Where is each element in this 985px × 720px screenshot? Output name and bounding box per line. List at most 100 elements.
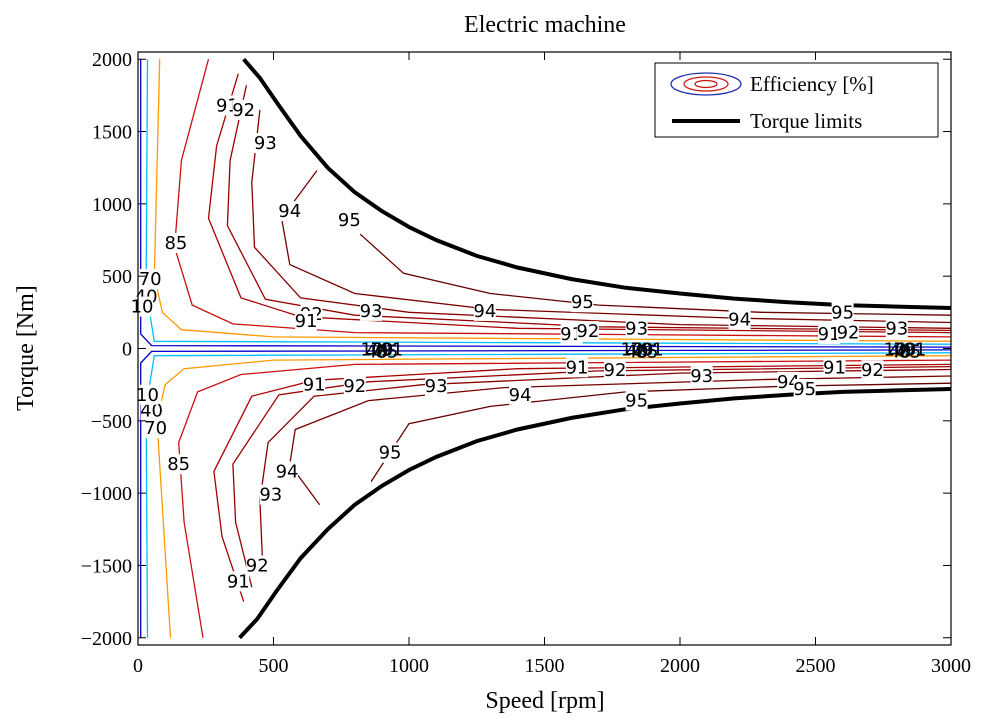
svg-text:70: 70 [370, 340, 393, 361]
contour-label-40: 92 [246, 555, 269, 576]
x-tick-label-1000: 1000 [389, 655, 429, 677]
svg-text:70: 70 [631, 340, 654, 361]
svg-text:85: 85 [636, 342, 659, 363]
contour-line-10-lower [140, 349, 952, 638]
contour-label-25: 94 [509, 385, 532, 406]
x-tick-label-3000: 3000 [931, 655, 971, 677]
svg-text:85: 85 [375, 342, 398, 363]
x-axis-ticks: 0 500 1000 1500 2000 2500 3000 [133, 52, 971, 677]
contour-label-bg-37 [136, 384, 159, 405]
torque-limit-lower [238, 387, 952, 640]
contour-label-bg-40 [246, 555, 269, 576]
contour-label-11: 93 [360, 301, 383, 322]
svg-text:10: 10 [621, 340, 644, 361]
svg-text:91: 91 [641, 340, 664, 361]
contour-label-bg-36 [140, 400, 163, 421]
contour-label-bg-8 [131, 296, 154, 317]
svg-text:91: 91 [903, 340, 926, 361]
contour-label-15: 92 [576, 321, 599, 342]
contour-label-1: 92 [232, 100, 255, 121]
contour-line-40-lower [145, 352, 952, 638]
y-tick-label--500: −500 [91, 411, 132, 433]
contour-label-16: 93 [625, 318, 648, 339]
contour-label-21: 93 [885, 318, 908, 339]
x-axis-label: Speed [rpm] [485, 688, 604, 714]
contour-label-bg-26 [625, 390, 648, 411]
contour-label-41: 91 [227, 571, 250, 592]
contour-label-26: 95 [625, 391, 648, 412]
contour-label-20: 92 [837, 323, 860, 344]
contour-line-70-upper [153, 59, 952, 342]
contour-label-bg-5 [164, 232, 187, 253]
contour-label-bg-35 [144, 418, 167, 439]
svg-text:40: 40 [365, 342, 388, 363]
x-tick-label-2500: 2500 [796, 655, 836, 677]
chart-title: Electric machine [464, 12, 626, 38]
contour-label-bg-23 [343, 376, 366, 397]
contour-label-bg-21 [885, 318, 908, 339]
contour-label-bg-38 [276, 461, 299, 482]
legend-label-efficiency: Efficiency [%] [750, 72, 874, 96]
legend: Efficiency [%] Torque limits [654, 62, 939, 138]
contour-label-27: 91 [566, 357, 589, 378]
contour-label-18: 95 [831, 302, 854, 323]
x-tick-label-500: 500 [259, 655, 289, 677]
contour-label-38: 94 [276, 461, 299, 482]
contour-label-6: 70 [139, 269, 162, 290]
contour-label-bg-1 [232, 99, 255, 120]
contour-label-bg-10 [295, 311, 318, 332]
contour-label-bg-18 [831, 302, 854, 323]
svg-text:10: 10 [360, 340, 383, 361]
contour-label-4: 95 [338, 210, 361, 231]
contour-label-bg-6 [139, 269, 162, 290]
y-tick-label-2000: 2000 [92, 49, 132, 71]
y-axis-label: Torque [Nm] [13, 285, 39, 411]
contour-label-bg-20 [837, 322, 860, 343]
contour-label-bg-3 [278, 201, 301, 222]
contour-label-bg-32 [823, 357, 846, 378]
contour-label-bg-13 [571, 292, 594, 313]
contour-label-22: 91 [303, 375, 326, 396]
contour-label-bg-41 [227, 571, 250, 592]
contour-label-bg-22 [303, 374, 326, 395]
contour-label-13: 95 [571, 292, 594, 313]
contour-line-85-upper [173, 59, 952, 338]
y-tick-label--1000: −1000 [81, 483, 132, 505]
x-tick-label-1500: 1500 [525, 655, 565, 677]
contour-line-93-upper [251, 109, 952, 329]
contour-line-70-lower [156, 355, 952, 638]
y-tick-label-500: 500 [102, 266, 132, 288]
contour-line-92-lower [232, 365, 952, 588]
contour-line-85-lower [178, 359, 952, 638]
contour-line-10-upper [140, 59, 952, 348]
contour-label-bg-25 [509, 384, 532, 405]
contour-label-37: 10 [136, 385, 159, 406]
y-axis-ticks: −2000 −1500 −1000 −500 0 500 1000 1500 2000 [81, 49, 951, 650]
contour-label-bg-12 [473, 300, 496, 321]
contour-label-32: 91 [823, 357, 846, 378]
contour-label-8: 10 [131, 297, 154, 318]
contour-line-95-upper [359, 233, 952, 316]
svg-text:85: 85 [898, 342, 921, 363]
contour-label-19: 91 [818, 324, 841, 345]
svg-text:91: 91 [380, 340, 403, 361]
contour-label-bg-11 [360, 300, 383, 321]
contour-label-bg-16 [625, 318, 648, 339]
contour-label-5: 85 [164, 233, 187, 254]
y-tick-label-1000: 1000 [92, 194, 132, 216]
contour-label-bg-42 [379, 442, 402, 463]
contour-label-24: 93 [425, 376, 448, 397]
contour-label-bg-33 [861, 360, 884, 381]
svg-text:10: 10 [883, 340, 906, 361]
contour-label-36: 40 [140, 401, 163, 422]
contour-label-bg-24 [425, 376, 448, 397]
contour-label-bg-4 [338, 209, 361, 230]
y-tick-label--1500: −1500 [81, 555, 132, 577]
contour-label-bg-34 [167, 454, 190, 475]
contour-label-28: 92 [604, 360, 627, 381]
contour-label-31: 95 [793, 379, 816, 400]
contour-label-bg-17 [728, 309, 751, 330]
